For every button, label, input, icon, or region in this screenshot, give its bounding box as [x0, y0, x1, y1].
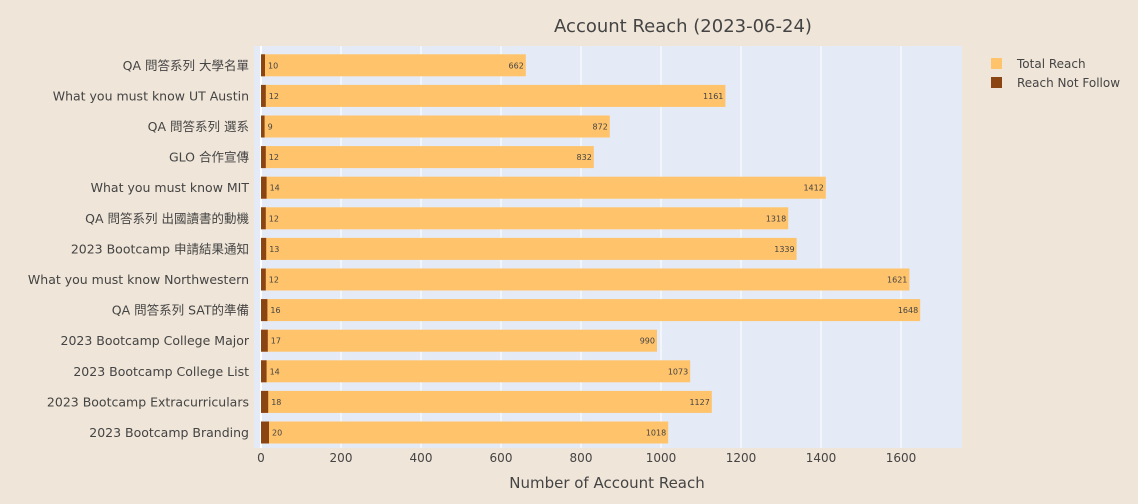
legend-swatch-total-reach — [991, 58, 1002, 69]
x-tick-label: 1400 — [806, 451, 837, 465]
data-label-reach-not-follow: 18 — [271, 398, 281, 407]
data-label-total-reach: 1318 — [766, 214, 786, 223]
data-labels: 6621011611287298321214121413181213391316… — [268, 61, 919, 437]
legend-label-reach-not-follow: Reach Not Follow — [1017, 76, 1120, 90]
legend-item-reach-not-follow[interactable]: Reach Not Follow — [991, 76, 1120, 90]
data-label-total-reach: 832 — [577, 153, 592, 162]
data-label-total-reach: 1073 — [668, 367, 688, 376]
y-tick-label: GLO 合作宣傳 — [169, 150, 250, 165]
bar-reach-not-follow[interactable] — [261, 299, 268, 322]
data-label-total-reach: 1018 — [646, 429, 666, 438]
bar-reach-not-follow[interactable] — [261, 390, 269, 413]
chart-title: Account Reach (2023-06-24) — [554, 16, 812, 37]
bar-reach-not-follow[interactable] — [261, 329, 268, 352]
bar-total-reach[interactable] — [261, 237, 797, 260]
y-tick-label: 2023 Bootcamp Branding — [89, 425, 249, 440]
x-tick-label: 1000 — [646, 451, 677, 465]
bar-total-reach[interactable] — [261, 390, 712, 413]
bar-reach-not-follow[interactable] — [261, 237, 267, 260]
data-label-total-reach: 1648 — [898, 306, 918, 315]
data-label-total-reach: 662 — [509, 61, 524, 70]
x-tick-label: 600 — [490, 451, 513, 465]
data-label-reach-not-follow: 14 — [270, 184, 280, 193]
x-axis-label: Number of Account Reach — [509, 474, 705, 492]
bar-reach-not-follow[interactable] — [261, 207, 266, 230]
y-tick-label: QA 問答系列 SAT的準備 — [112, 303, 249, 318]
y-tick-label: 2023 Bootcamp 申請結果通知 — [71, 241, 249, 256]
legend-swatch-reach-not-follow — [991, 77, 1002, 88]
y-tick-label: 2023 Bootcamp Extracurriculars — [47, 394, 249, 409]
x-tick-label: 1200 — [726, 451, 757, 465]
y-tick-label: 2023 Bootcamp College Major — [61, 333, 250, 348]
bar-total-reach[interactable] — [261, 421, 669, 444]
bar-total-reach[interactable] — [261, 360, 691, 383]
bar-total-reach[interactable] — [261, 329, 657, 352]
x-axis-tick-labels: 0 200 400 600 800 1000 1200 1400 1600 — [257, 451, 916, 465]
data-label-reach-not-follow: 20 — [272, 429, 282, 438]
data-label-reach-not-follow: 17 — [271, 337, 281, 346]
bar-total-reach[interactable] — [261, 176, 826, 199]
bar-total-reach[interactable] — [261, 299, 921, 322]
bar-reach-not-follow[interactable] — [261, 54, 265, 77]
data-label-total-reach: 1161 — [703, 92, 723, 101]
bar-reach-not-follow[interactable] — [261, 268, 266, 291]
data-label-reach-not-follow: 12 — [269, 92, 279, 101]
y-tick-label: QA 問答系列 選系 — [148, 119, 249, 134]
x-tick-label: 400 — [410, 451, 433, 465]
data-label-total-reach: 1412 — [803, 184, 823, 193]
data-label-reach-not-follow: 16 — [270, 306, 280, 315]
bar-reach-not-follow[interactable] — [261, 176, 267, 199]
data-label-reach-not-follow: 12 — [269, 276, 279, 285]
legend[interactable]: Total Reach Reach Not Follow — [991, 57, 1120, 90]
x-tick-label: 200 — [330, 451, 353, 465]
data-label-total-reach: 1127 — [689, 398, 709, 407]
bar-total-reach[interactable] — [261, 268, 910, 291]
data-label-total-reach: 1621 — [887, 276, 907, 285]
bar-reach-not-follow[interactable] — [261, 84, 266, 107]
bar-total-reach[interactable] — [261, 207, 789, 230]
data-label-total-reach: 990 — [640, 337, 655, 346]
x-tick-label: 0 — [257, 451, 265, 465]
y-tick-label: QA 問答系列 大學名單 — [123, 58, 249, 73]
data-label-reach-not-follow: 9 — [268, 123, 273, 132]
y-tick-label: QA 問答系列 出國讀書的動機 — [85, 211, 249, 226]
bar-reach-not-follow[interactable] — [261, 115, 265, 138]
data-label-reach-not-follow: 10 — [268, 61, 278, 70]
data-label-reach-not-follow: 13 — [269, 245, 279, 254]
bar-reach-not-follow[interactable] — [261, 360, 267, 383]
bar-reach-not-follow[interactable] — [261, 146, 266, 169]
bars — [261, 54, 921, 444]
x-tick-label: 800 — [570, 451, 593, 465]
y-tick-label: What you must know Northwestern — [28, 272, 249, 287]
bar-total-reach[interactable] — [261, 115, 610, 138]
data-label-reach-not-follow: 12 — [269, 214, 279, 223]
legend-item-total-reach[interactable]: Total Reach — [991, 57, 1086, 71]
data-label-reach-not-follow: 14 — [270, 367, 280, 376]
bar-total-reach[interactable] — [261, 146, 594, 169]
bar-total-reach[interactable] — [261, 54, 526, 77]
data-label-total-reach: 1339 — [774, 245, 794, 254]
y-tick-label: What you must know MIT — [91, 180, 250, 195]
x-tick-label: 1600 — [886, 451, 917, 465]
y-tick-label: What you must know UT Austin — [53, 88, 249, 103]
bar-total-reach[interactable] — [261, 84, 726, 107]
data-label-reach-not-follow: 12 — [269, 153, 279, 162]
bar-reach-not-follow[interactable] — [261, 421, 269, 444]
data-label-total-reach: 872 — [593, 123, 608, 132]
y-tick-label: 2023 Bootcamp College List — [73, 364, 249, 379]
legend-label-total-reach: Total Reach — [1016, 57, 1086, 71]
y-axis-tick-labels: QA 問答系列 大學名單 What you must know UT Austin… — [28, 58, 250, 440]
